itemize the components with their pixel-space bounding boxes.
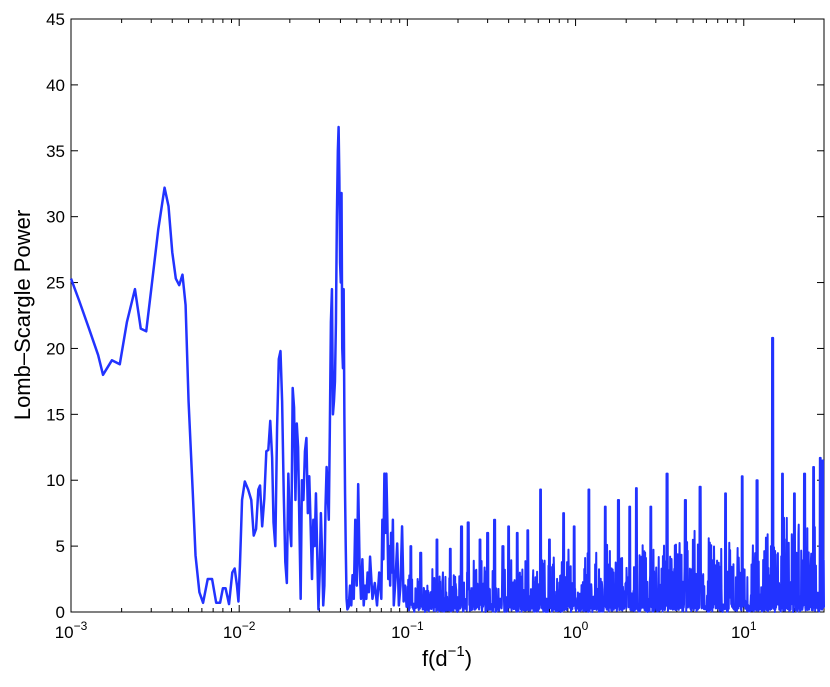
x-axis: 10−3 10−2 10−1 100 101 xyxy=(55,19,825,642)
series-line xyxy=(69,125,409,611)
x-tick-label: 10−3 xyxy=(55,619,88,642)
y-tick-label: 30 xyxy=(46,208,65,227)
y-tick-label: 45 xyxy=(46,10,65,29)
plot-area xyxy=(70,18,825,613)
x-axis-label-exponent: −1 xyxy=(448,643,465,660)
y-tick-label: 35 xyxy=(46,142,65,161)
x-axis-label-main: f(d xyxy=(422,646,448,671)
series-line-noise xyxy=(406,336,825,613)
y-tick-label: 15 xyxy=(46,405,65,424)
y-tick-label: 40 xyxy=(46,76,65,95)
x-tick-label: 10−2 xyxy=(223,619,256,642)
y-tick-label: 20 xyxy=(46,339,65,358)
y-axis: 0 5 10 15 20 25 30 35 40 45 xyxy=(46,10,824,622)
x-tick-label: 100 xyxy=(563,619,589,642)
x-axis-label: f(d−1) xyxy=(422,643,472,671)
plot-frame xyxy=(70,18,825,613)
y-tick-label: 5 xyxy=(56,537,65,556)
x-tick-label: 10−1 xyxy=(391,619,424,642)
y-tick-label: 10 xyxy=(46,471,65,490)
y-axis-label: Lomb–Scargle Power xyxy=(10,210,35,420)
x-axis-label-close: ) xyxy=(465,646,472,671)
y-tick-label: 25 xyxy=(46,274,65,293)
x-tick-label: 101 xyxy=(731,619,757,642)
y-tick-label: 0 xyxy=(56,603,65,622)
